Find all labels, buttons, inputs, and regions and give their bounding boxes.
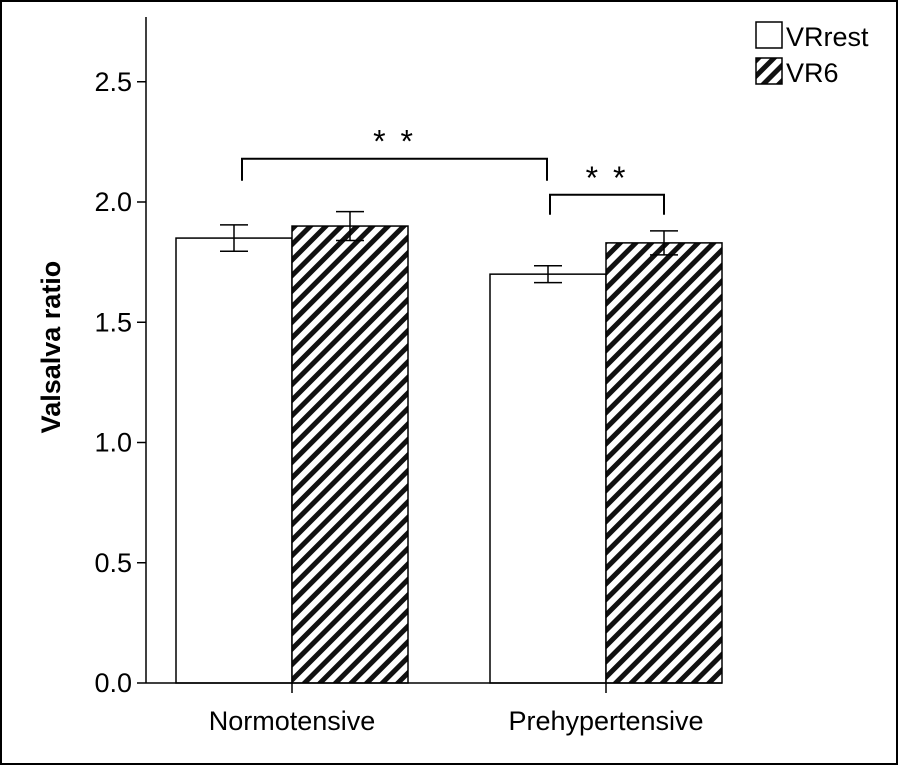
significance-label: * * (373, 124, 416, 160)
legend-swatch (755, 57, 783, 85)
x-axis: Normotensive Prehypertensive (146, 682, 722, 736)
error-bars (220, 210, 678, 284)
y-axis: 0.0 0.5 1.0 1.5 2.0 2.5 (94, 17, 147, 698)
bar-vr6-prehypertensive (605, 242, 723, 684)
significance-bracket: * * (241, 124, 548, 181)
legend-item-vrrest: VRrest (755, 21, 869, 52)
bar-vrrest-prehypertensive (489, 273, 607, 684)
legend-label: VR6 (786, 58, 839, 88)
error-bar (220, 224, 248, 253)
legend-swatch (755, 21, 783, 49)
y-tick-label: 2.5 (94, 67, 132, 97)
y-tick-label: 1.0 (94, 428, 132, 458)
significance-label: * * (586, 160, 629, 196)
error-bar (534, 264, 562, 284)
legend-label: VRrest (786, 22, 869, 52)
y-tick-label: 2.0 (94, 187, 132, 217)
bar-vrrest-normotensive (175, 237, 293, 684)
bars (175, 225, 723, 684)
y-tick-label: 0.5 (94, 548, 132, 578)
y-tick-label: 1.5 (94, 307, 132, 337)
legend: VRrest VR6 (755, 21, 869, 88)
y-axis-title: Valsalva ratio (36, 261, 66, 434)
error-bar (336, 210, 364, 242)
significance-annotations: * * * * (241, 124, 665, 215)
legend-item-vr6: VR6 (755, 57, 839, 88)
x-category-label: Prehypertensive (508, 706, 703, 736)
bar-vr6-normotensive (291, 225, 409, 684)
y-tick-label: 0.0 (94, 668, 132, 698)
significance-bracket: * * (549, 160, 665, 215)
bracket-line (549, 193, 665, 215)
bracket-line (241, 157, 548, 181)
error-bar (650, 230, 678, 256)
x-category-label: Normotensive (209, 706, 376, 736)
